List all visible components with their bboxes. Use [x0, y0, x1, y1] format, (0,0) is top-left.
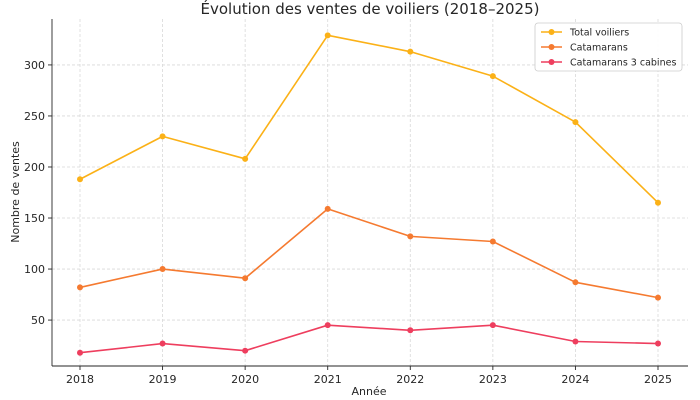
y-tick-label: 250 [24, 110, 45, 123]
data-point [489, 238, 496, 245]
legend-entry: Total voiliers [569, 28, 629, 39]
series-line [79, 34, 659, 204]
x-tick-label: 2018 [66, 373, 94, 386]
data-point [159, 266, 166, 273]
x-tick-label: 2021 [314, 373, 342, 386]
data-point [242, 275, 249, 282]
y-tick-label: 200 [24, 161, 45, 174]
x-tick-label: 2019 [149, 373, 177, 386]
y-tick-label: 50 [31, 314, 45, 327]
data-point [77, 349, 83, 356]
legend-swatch-marker [548, 59, 555, 65]
data-point [159, 340, 166, 347]
axes: 2018 2019 2020 2021 2022 2023 2024 2025 50 100 150… [24, 19, 688, 386]
data-point [324, 32, 331, 39]
data-point [324, 205, 331, 212]
data-point [572, 338, 579, 345]
data-point [655, 294, 661, 301]
data-point [407, 48, 414, 55]
y-tick-label: 150 [24, 212, 45, 225]
series-line [79, 324, 659, 354]
data-point [572, 119, 579, 126]
x-tick-label: 2025 [644, 373, 672, 386]
legend-entry: Catamarans [570, 43, 628, 54]
data-point [655, 340, 661, 347]
x-axis-label: Année [351, 385, 386, 398]
data-point [159, 133, 166, 140]
data-point [655, 199, 661, 206]
y-tick-label: 100 [24, 263, 45, 276]
legend-entry: Catamarans 3 cabines [570, 58, 676, 69]
data-point [77, 284, 83, 291]
legend-box [534, 22, 683, 72]
y-tick-label: 300 [24, 59, 45, 72]
legend: Total voiliers Catamarans Catamarans 3 cab… [534, 22, 683, 72]
data-point [489, 73, 496, 80]
series-2 [77, 205, 661, 301]
data-point [77, 176, 83, 183]
x-tick-label: 2024 [561, 373, 589, 386]
chart-title: Évolution des ventes de voiliers (2018–2… [201, 0, 540, 18]
data-point [242, 155, 249, 162]
data-point [489, 322, 496, 329]
data-point [407, 233, 414, 240]
series-line [79, 208, 659, 299]
data-point [407, 327, 414, 334]
y-axis-label: Nombre de ventes [9, 141, 22, 243]
x-tick-label: 2020 [231, 373, 259, 386]
data-point [324, 322, 331, 329]
legend-swatch-marker [548, 44, 555, 50]
series-layer [77, 32, 661, 356]
data-point [242, 347, 249, 354]
series-1 [77, 32, 661, 206]
legend-swatch-marker [548, 29, 555, 35]
grid [52, 19, 688, 366]
series-3 [77, 322, 661, 356]
data-point [572, 279, 579, 286]
x-tick-label: 2023 [479, 373, 507, 386]
x-tick-label: 2022 [396, 373, 424, 386]
